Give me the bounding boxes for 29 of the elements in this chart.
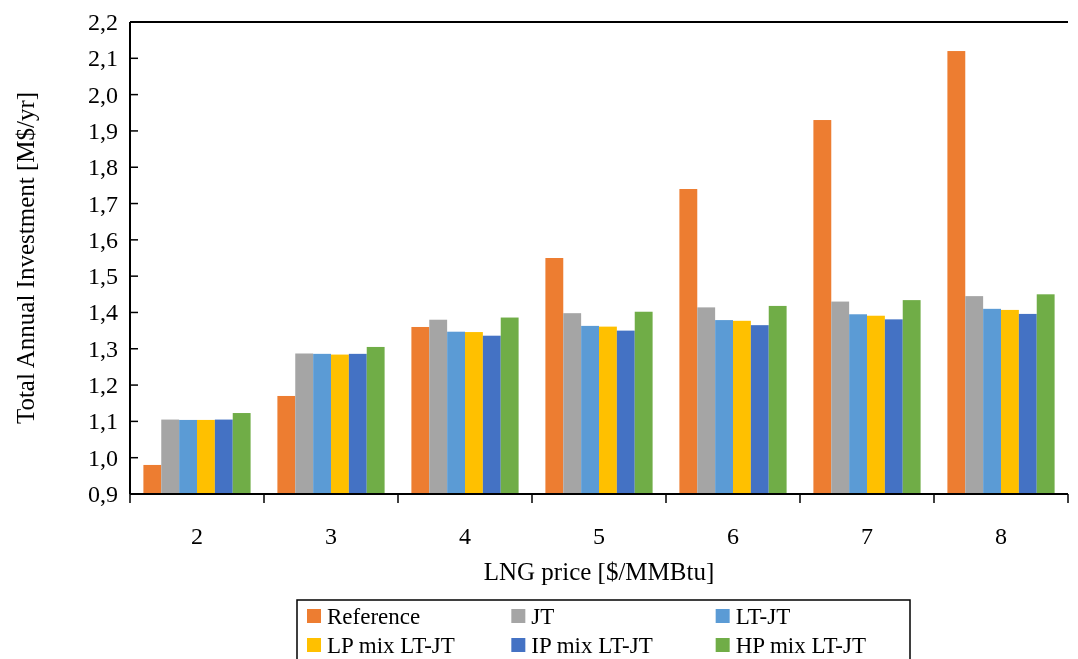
y-tick-label: 1,6 <box>88 226 118 253</box>
y-tick-label: 2,0 <box>88 81 118 108</box>
y-tick-label: 1,0 <box>88 444 118 471</box>
y-tick-label: 1,3 <box>88 335 118 362</box>
y-tick-label: 1,5 <box>88 263 118 290</box>
legend-label: LT-JT <box>735 603 791 629</box>
x-tick-label: 7 <box>861 523 873 549</box>
x-tick-label: 2 <box>191 523 203 549</box>
y-tick-label: 1,8 <box>88 154 118 181</box>
y-tick-label: 2,2 <box>88 9 118 35</box>
y-tick-label: 0,9 <box>88 481 118 507</box>
x-axis-title: LNG price [$/MMBtu] <box>483 558 715 585</box>
x-tick-label: 8 <box>995 523 1007 549</box>
x-tick-label: 5 <box>593 523 605 549</box>
legend-label: LP mix LT-JT <box>327 632 455 658</box>
y-axis-title: Total Annual Investment [M$/yr] <box>12 91 39 425</box>
y-tick-label: 1,4 <box>88 299 118 326</box>
legend-label: IP mix LT-JT <box>531 632 653 658</box>
y-tick-label: 1,2 <box>88 372 118 399</box>
legend-label: JT <box>531 603 555 629</box>
y-tick-label: 1,7 <box>88 190 118 217</box>
x-tick-label: 3 <box>325 523 337 549</box>
y-tick-label: 2,1 <box>88 45 118 72</box>
x-tick-label: 6 <box>727 523 739 549</box>
legend-label: HP mix LT-JT <box>735 632 867 658</box>
y-tick-label: 1,9 <box>88 117 118 144</box>
legend-label: Reference <box>327 603 421 629</box>
y-tick-label: 1,1 <box>88 408 118 435</box>
x-tick-label: 4 <box>459 523 471 549</box>
